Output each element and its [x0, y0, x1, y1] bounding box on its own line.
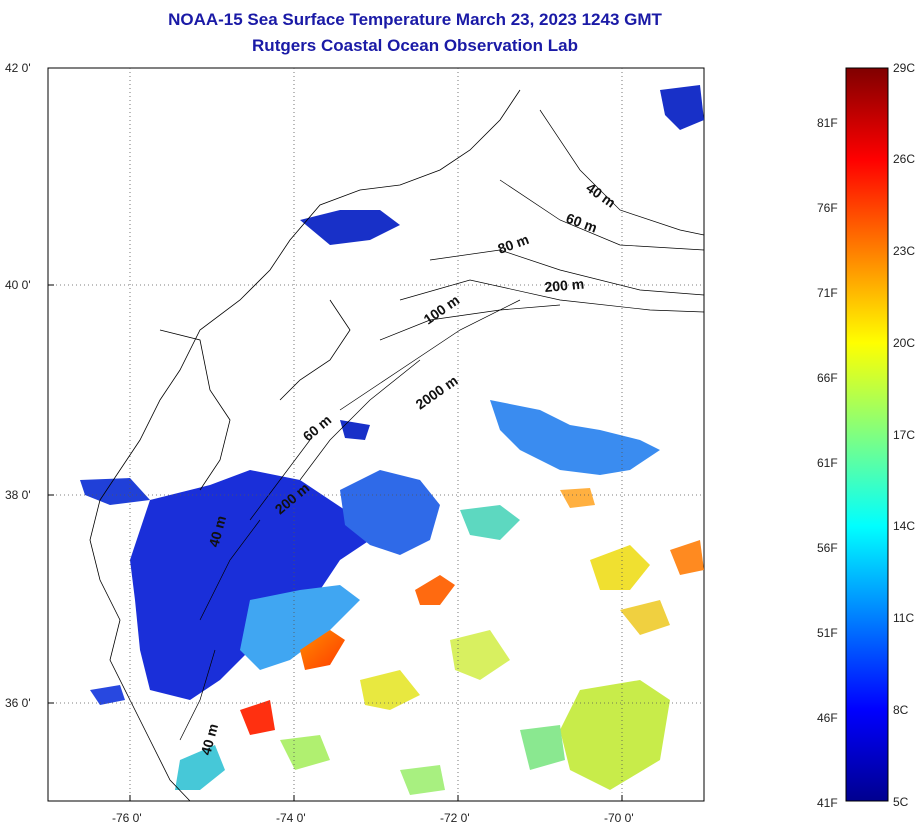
- lat-tick-label: 36 0': [5, 696, 31, 710]
- colorbar-c-label: 17C: [893, 428, 916, 442]
- lat-tick-label: 38 0': [5, 488, 31, 502]
- lon-tick-label: -74 0': [276, 811, 306, 825]
- colorbar-f-label: 41F: [817, 796, 838, 810]
- sst-cold-region: [80, 85, 704, 705]
- colorbar-c-label: 23C: [893, 244, 916, 258]
- colorbar-c-label: 11C: [893, 611, 915, 625]
- graticule: [48, 68, 704, 801]
- sst-speckle-region: [280, 545, 670, 795]
- lon-tick-label: -70 0': [604, 811, 634, 825]
- colorbar-c-label: 5C: [893, 795, 909, 809]
- isobath-label: 200 m: [544, 276, 585, 295]
- colorbar-f-label: 56F: [817, 541, 838, 555]
- colorbar-f-label: 66F: [817, 371, 838, 385]
- coastline: [89, 89, 521, 802]
- lon-tick-label: -76 0': [112, 811, 142, 825]
- sst-warm-region: [240, 488, 704, 735]
- colorbar-c-label: 8C: [893, 703, 909, 717]
- isobath-label: 40 m: [197, 722, 221, 757]
- map-title: NOAA-15 Sea Surface Temperature March 23…: [168, 10, 662, 29]
- lon-tick-label: -72 0': [440, 811, 470, 825]
- lat-tick-label: 42 0': [5, 61, 31, 75]
- colorbar-c-label: 29C: [893, 61, 916, 75]
- colorbar-c-label: 14C: [893, 519, 916, 533]
- colorbar-f-label: 61F: [817, 456, 838, 470]
- map-subtitle: Rutgers Coastal Ocean Observation Lab: [252, 36, 578, 55]
- lat-tick-label: 40 0': [5, 278, 31, 292]
- sst-mid-region: [175, 400, 660, 790]
- axis-ticks: [48, 67, 623, 801]
- colorbar-f-label: 51F: [817, 626, 838, 640]
- colorbar-c-label: 20C: [893, 336, 916, 350]
- colorbar-f-label: 46F: [817, 711, 838, 725]
- colorbar-f-label: 76F: [817, 201, 838, 215]
- isobath-label: 40 m: [205, 514, 229, 549]
- colorbar-c-label: 26C: [893, 152, 916, 166]
- colorbar-f-label: 81F: [817, 116, 838, 130]
- isobaths: [179, 109, 705, 741]
- colorbar-f-label: 71F: [817, 286, 838, 300]
- colorbar-gradient: [845, 67, 889, 802]
